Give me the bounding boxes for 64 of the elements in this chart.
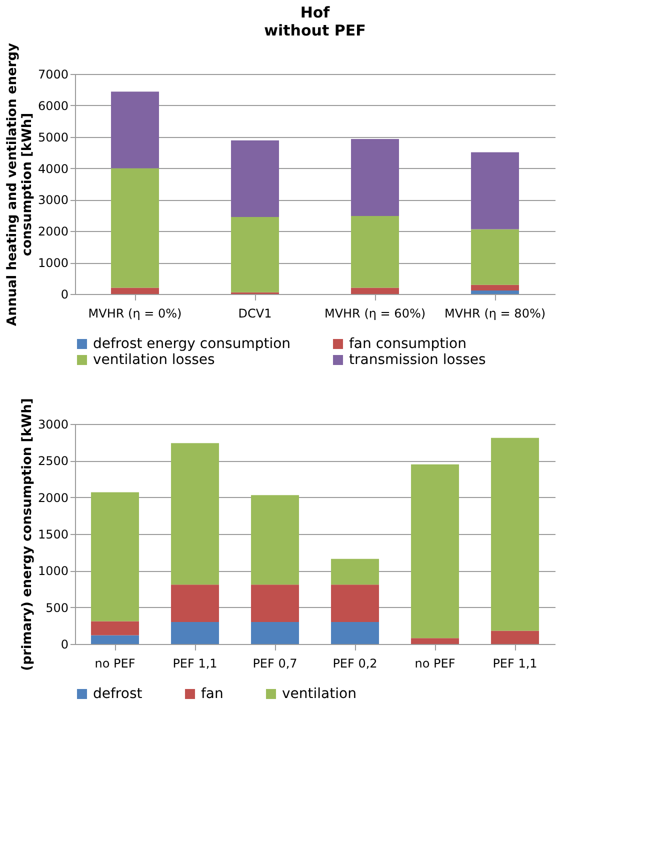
x-tick-label: MVHR (η = 80%) bbox=[444, 306, 546, 320]
bar bbox=[331, 558, 379, 585]
y-tick-label: 6000 bbox=[38, 98, 68, 113]
bar bbox=[91, 621, 139, 636]
y-tick-label: 1000 bbox=[38, 256, 68, 270]
legend-label: ventilation losses bbox=[93, 352, 215, 368]
bar bbox=[351, 139, 399, 216]
y-tick-label: 2000 bbox=[38, 490, 68, 505]
legend-label: defrost energy consumption bbox=[93, 336, 291, 352]
bar bbox=[471, 152, 519, 230]
legend-label: fan bbox=[201, 686, 224, 702]
x-tick-label: no PEF bbox=[414, 656, 456, 670]
x-tick-label: MVHR (η = 60%) bbox=[324, 306, 426, 320]
y-tick-label: 3000 bbox=[38, 193, 68, 208]
y-axis-title: (primary) energy consumption [kWh] bbox=[20, 398, 35, 671]
bar bbox=[351, 216, 399, 288]
bar bbox=[171, 443, 219, 585]
bar bbox=[471, 290, 519, 294]
bar bbox=[331, 622, 379, 644]
legend-label: transmission losses bbox=[349, 352, 486, 368]
chart-subtitle: without PEF bbox=[264, 22, 366, 40]
bar bbox=[111, 168, 159, 288]
x-tick-label: PEF 1,1 bbox=[172, 656, 218, 670]
bar bbox=[251, 622, 299, 644]
chart-title: Hof bbox=[300, 4, 330, 22]
y-axis-title: Annual heating and ventilation energy consumption [kWh] bbox=[4, 42, 35, 326]
legend-label: defrost bbox=[93, 686, 143, 702]
bar bbox=[251, 584, 299, 622]
x-tick-label: no PEF bbox=[94, 656, 136, 670]
legend-label: fan consumption bbox=[349, 336, 466, 352]
y-tick-label: 5000 bbox=[38, 130, 68, 144]
bar bbox=[231, 140, 279, 217]
bar bbox=[351, 288, 399, 294]
x-tick-label: MVHR (η = 0%) bbox=[88, 306, 182, 320]
bar bbox=[91, 635, 139, 644]
x-tick-label: PEF 1,1 bbox=[492, 656, 538, 670]
y-tick-label: 1500 bbox=[38, 528, 68, 542]
bar bbox=[111, 288, 159, 294]
x-tick-label: DCV1 bbox=[238, 306, 272, 320]
bar bbox=[471, 284, 519, 291]
y-tick-label: 4000 bbox=[38, 162, 68, 176]
y-tick-label: 0 bbox=[60, 638, 68, 652]
bar bbox=[491, 630, 539, 644]
bar bbox=[411, 638, 459, 644]
bar bbox=[171, 584, 219, 622]
bar bbox=[171, 622, 219, 644]
bar bbox=[111, 92, 159, 168]
bar bbox=[251, 495, 299, 585]
bar bbox=[411, 464, 459, 638]
y-tick-label: 500 bbox=[46, 600, 68, 615]
bar bbox=[91, 492, 139, 622]
bar bbox=[331, 584, 379, 622]
y-tick-label: 1000 bbox=[38, 564, 68, 578]
x-tick-label: PEF 0,7 bbox=[252, 656, 298, 670]
y-tick-label: 7000 bbox=[38, 68, 68, 82]
legend-label: ventilation bbox=[282, 686, 356, 702]
bar bbox=[231, 217, 279, 292]
bar bbox=[471, 229, 519, 285]
bar bbox=[491, 438, 539, 631]
y-tick-label: 2000 bbox=[38, 224, 68, 239]
y-tick-label: 2500 bbox=[38, 454, 68, 468]
y-tick-label: 0 bbox=[60, 288, 68, 302]
y-tick-label: 3000 bbox=[38, 418, 68, 432]
x-tick-label: PEF 0,2 bbox=[332, 656, 378, 670]
